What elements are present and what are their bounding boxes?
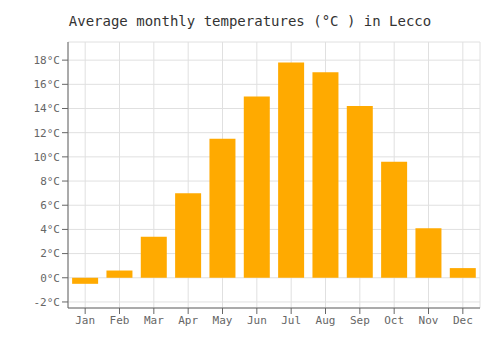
svg-text:Apr: Apr (178, 314, 198, 327)
svg-text:Jan: Jan (75, 314, 95, 327)
svg-text:Mar: Mar (144, 314, 164, 327)
svg-text:2°C: 2°C (40, 247, 60, 260)
svg-text:Dec: Dec (453, 314, 473, 327)
svg-text:16°C: 16°C (34, 78, 61, 91)
svg-text:Jun: Jun (247, 314, 267, 327)
html-text:Average monthly temperatures (: Average monthly temperatures (°C ) in Le… (68, 13, 432, 29)
svg-text:-2°C: -2°C (34, 296, 61, 309)
svg-text:Oct: Oct (384, 314, 404, 327)
svg-text:10°C: 10°C (34, 151, 61, 164)
svg-text:Jul: Jul (281, 314, 301, 327)
svg-text:6°C: 6°C (40, 199, 60, 212)
svg-text:May: May (213, 314, 233, 327)
svg-text:Nov: Nov (419, 314, 439, 327)
svg-text:4°C: 4°C (40, 223, 60, 236)
svg-text:14°C: 14°C (34, 102, 61, 115)
svg-text:Feb: Feb (110, 314, 130, 327)
svg-text:12°C: 12°C (34, 127, 61, 140)
svg-text:0°C: 0°C (40, 272, 60, 285)
svg-text:18°C: 18°C (34, 54, 61, 67)
svg-text:Sep: Sep (350, 314, 370, 327)
svg-text:8°C: 8°C (40, 175, 60, 188)
svg-text:Aug: Aug (316, 314, 336, 327)
